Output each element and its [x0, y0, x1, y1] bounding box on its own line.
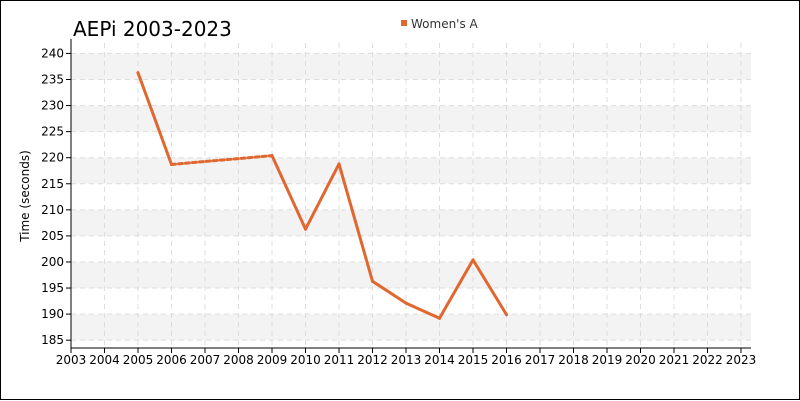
y-tick-label: 230	[41, 99, 64, 113]
axes	[70, 39, 751, 349]
y-tick-label: 210	[41, 203, 64, 217]
x-tick-label: 2020	[625, 353, 656, 367]
y-tick-label: 195	[41, 281, 64, 295]
x-tick-label: 2012	[357, 353, 388, 367]
series-segment-0	[404, 301, 441, 320]
data-point	[438, 316, 441, 320]
x-tick-label: 2011	[324, 353, 355, 367]
series-segment-0	[170, 154, 274, 166]
x-tick-label: 2003	[56, 353, 87, 367]
x-tick-label: 2004	[89, 353, 120, 367]
series-segment-0	[270, 154, 307, 231]
y-tick-label: 200	[41, 255, 64, 269]
grid-lines	[70, 43, 751, 348]
x-tick-label: 2007	[190, 353, 221, 367]
grid-band	[71, 53, 751, 80]
grid-band	[71, 157, 751, 184]
grid-band	[71, 105, 751, 132]
y-tick-label: 190	[41, 307, 64, 321]
legend: Women's A	[401, 17, 479, 31]
x-tick-label: 2016	[491, 353, 522, 367]
x-tick-label: 2019	[592, 353, 623, 367]
series-segment-0	[304, 162, 341, 231]
legend-swatch-womens-a	[401, 20, 407, 26]
data-point	[170, 162, 173, 166]
series-segment-0	[471, 258, 508, 317]
series-segment-0	[337, 162, 374, 283]
series-segment-0	[136, 71, 173, 166]
x-tick-label: 2021	[659, 353, 690, 367]
x-tick-label: 2015	[458, 353, 489, 367]
y-tick-label: 215	[41, 177, 64, 191]
data-point	[471, 258, 475, 262]
x-tick-label: 2010	[290, 353, 321, 367]
series-lines	[136, 71, 508, 320]
x-tick-label: 2023	[726, 353, 757, 367]
y-tick-label: 220	[41, 151, 64, 165]
data-point	[136, 71, 140, 75]
y-tick-label: 225	[41, 125, 64, 139]
y-axis-title: Time (seconds)	[18, 150, 32, 243]
legend-label-womens-a: Women's A	[411, 17, 479, 31]
series-segment-0	[371, 279, 408, 305]
grid-band	[71, 261, 751, 289]
y-tick-label: 235	[41, 72, 64, 86]
x-tick-label: 2017	[525, 353, 556, 367]
x-tick-label: 2014	[424, 353, 455, 367]
x-tick-label: 2006	[156, 353, 187, 367]
y-tick-label: 185	[41, 333, 64, 347]
x-tick-label: 2005	[123, 353, 154, 367]
data-point	[270, 154, 274, 158]
x-tick-label: 2022	[692, 353, 723, 367]
data-point	[304, 227, 307, 231]
x-tick-label: 2009	[257, 353, 288, 367]
x-axis-ticks: 2003 2004 2005 2006 2007 2008 2009 2010 2011 2012…	[56, 348, 757, 367]
y-tick-label: 240	[41, 46, 64, 60]
x-tick-label: 2008	[223, 353, 254, 367]
data-point	[505, 313, 508, 317]
x-tick-label: 2018	[558, 353, 589, 367]
series-segment-0	[438, 258, 475, 320]
data-point	[371, 279, 374, 283]
data-point	[337, 162, 341, 166]
grid-band	[71, 209, 751, 236]
y-axis-ticks: 185 190 195 200 205 210 215 220 225 230 235 240	[41, 46, 71, 347]
x-tick-label: 2013	[391, 353, 422, 367]
data-point	[404, 301, 408, 305]
grid-band	[71, 314, 751, 341]
y-tick-label: 205	[41, 229, 64, 243]
chart-title: AEPi 2003-2023	[73, 17, 232, 41]
background-bands	[71, 53, 751, 341]
